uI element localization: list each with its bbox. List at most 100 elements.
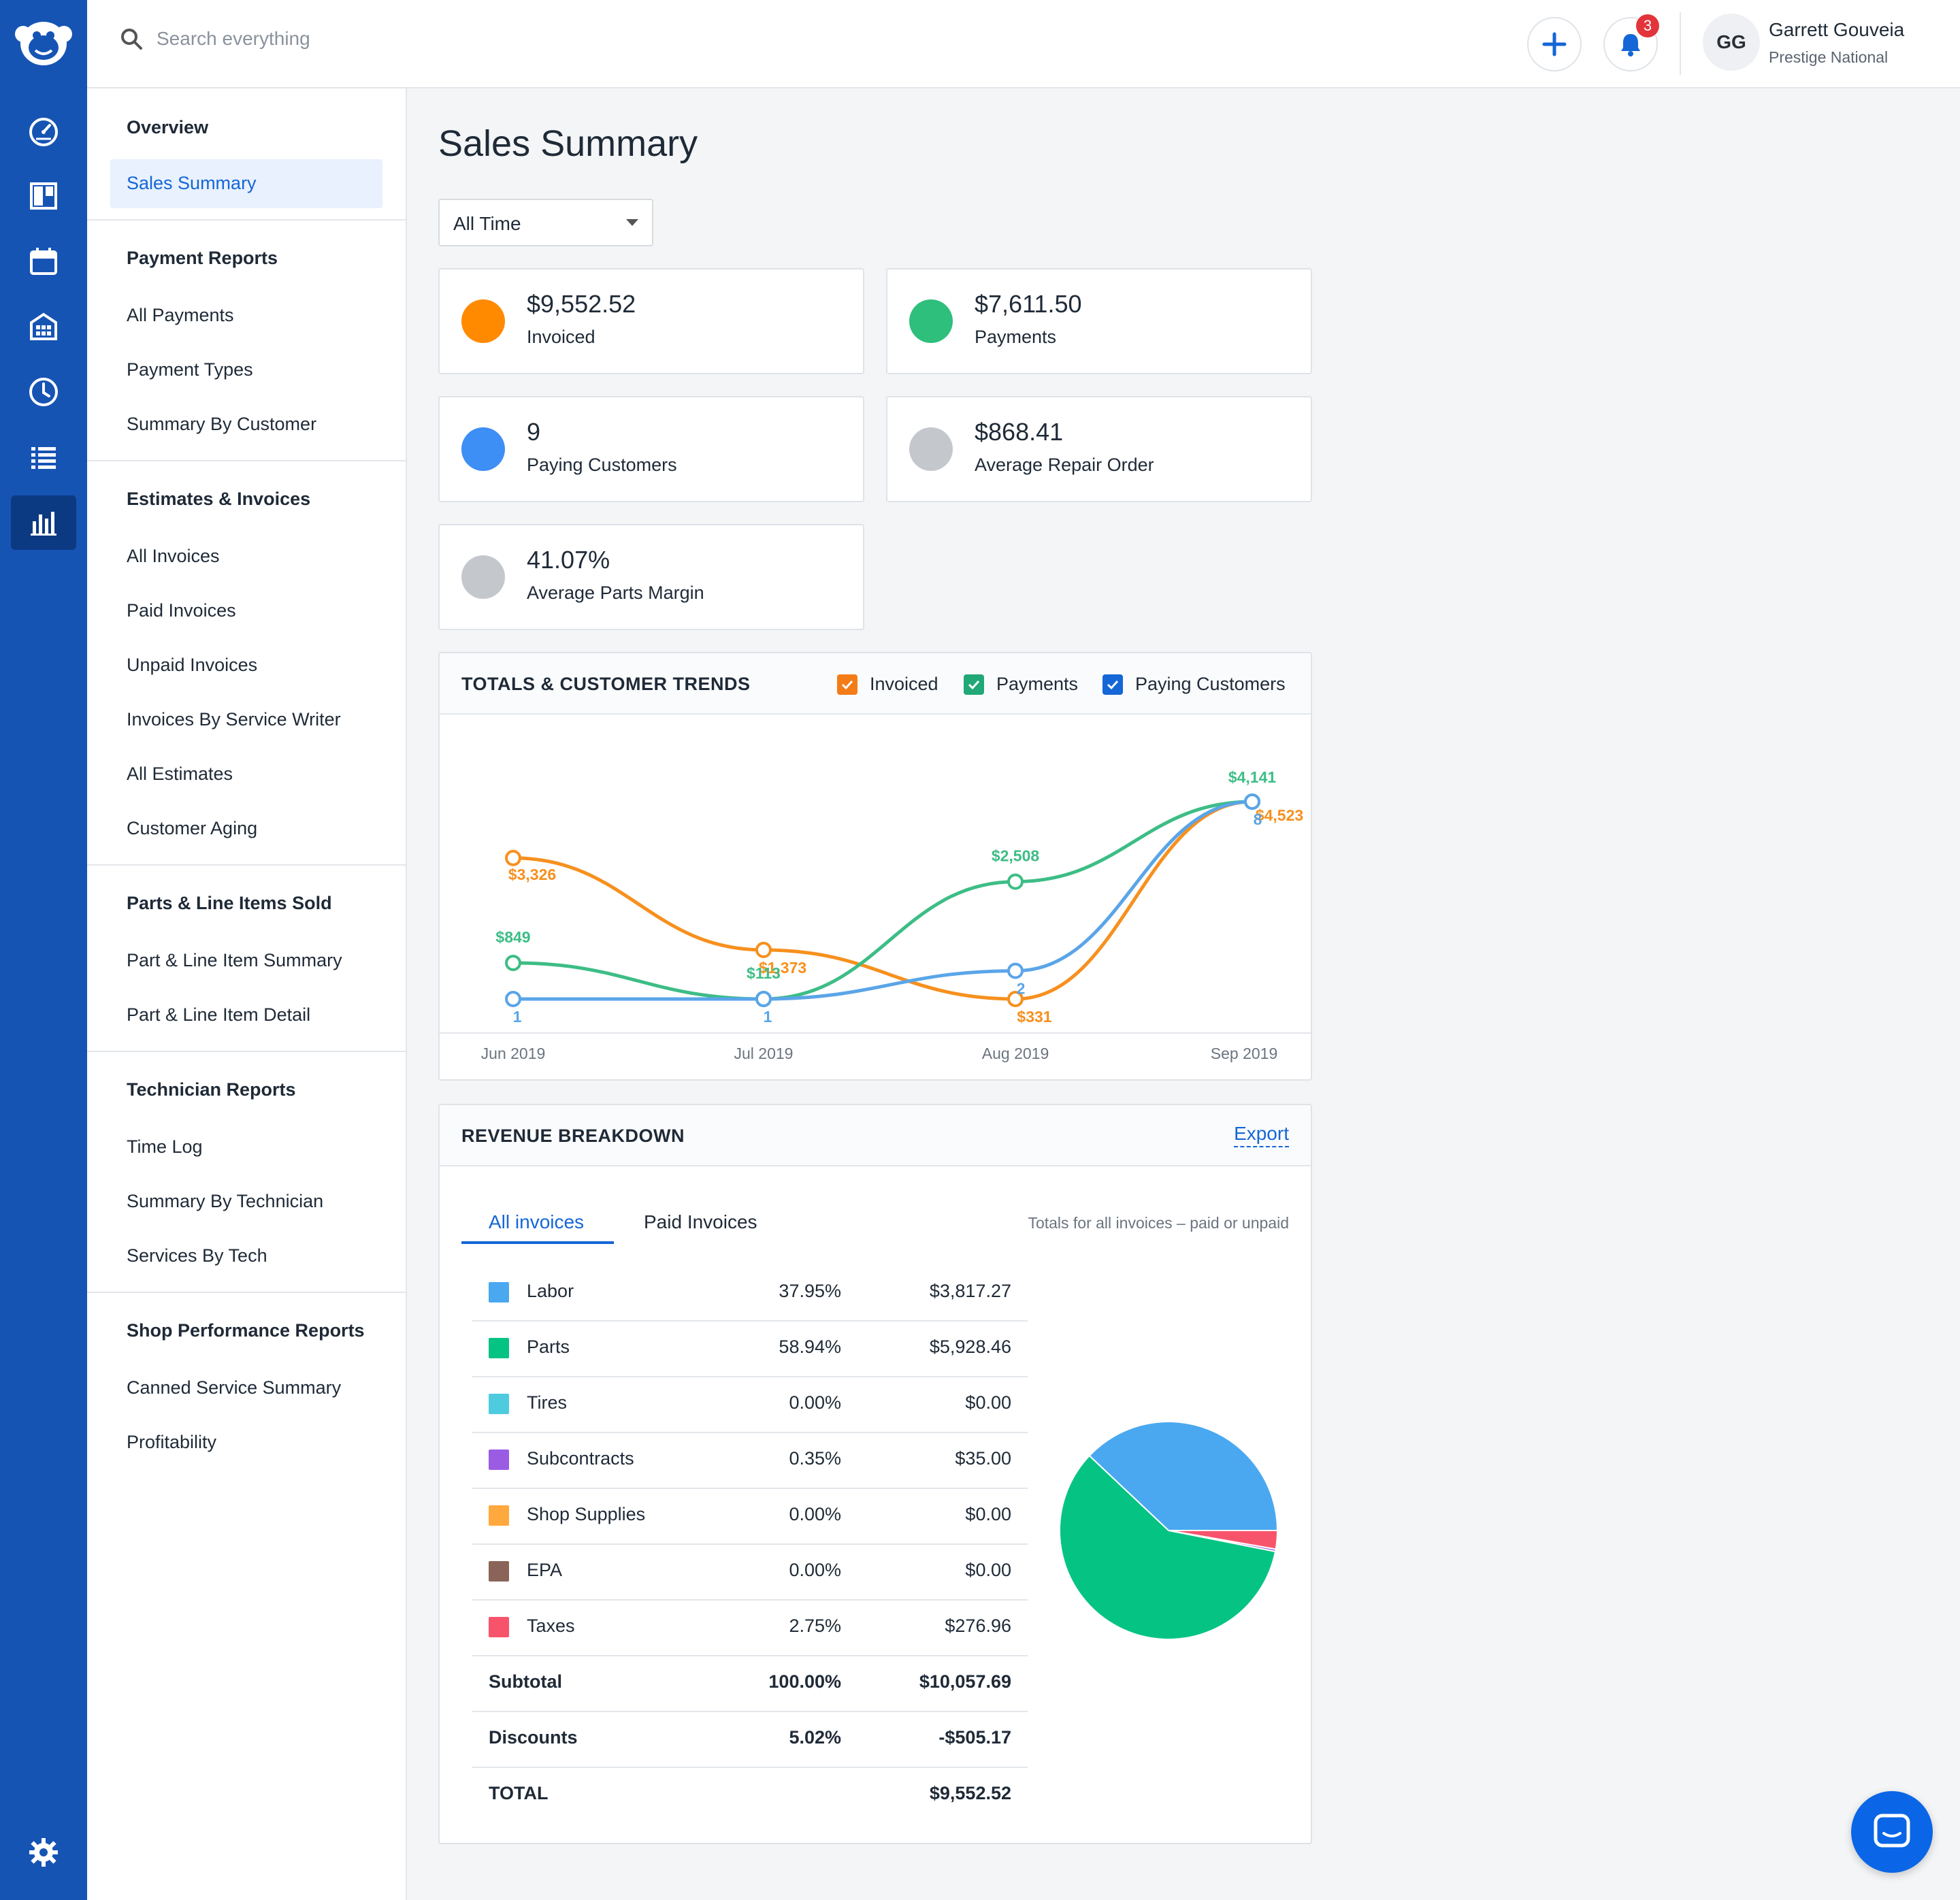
- bar-chart-icon[interactable]: [11, 495, 76, 550]
- search-input[interactable]: Search everything: [157, 28, 310, 49]
- checkbox-checked-icon[interactable]: [837, 674, 858, 695]
- data-point[interactable]: [755, 941, 772, 958]
- stat-dot: [909, 299, 953, 343]
- plus-icon: [1542, 32, 1567, 56]
- checkbox-checked-icon[interactable]: [1102, 674, 1123, 695]
- dashboard-gauge-icon[interactable]: [11, 103, 76, 158]
- legend-payments[interactable]: Payments: [964, 674, 1078, 695]
- revenue-pie-chart: [1059, 1421, 1279, 1640]
- data-point[interactable]: [505, 955, 521, 972]
- nav-item-services-by-tech[interactable]: Services By Tech: [127, 1245, 267, 1266]
- nav-item-all-estimates[interactable]: All Estimates: [127, 764, 233, 784]
- nav-item-all-payments[interactable]: All Payments: [127, 305, 234, 325]
- add-button[interactable]: [1527, 17, 1582, 71]
- data-point[interactable]: [1007, 962, 1024, 979]
- nav-item-profitability[interactable]: Profitability: [127, 1432, 217, 1452]
- nav-item-sales-summary-label[interactable]: Sales Summary: [127, 173, 257, 193]
- chat-icon: [1874, 1814, 1910, 1848]
- checkbox-checked-icon[interactable]: [964, 674, 984, 695]
- data-label: $4,523: [1256, 806, 1303, 824]
- nav-item-time-log[interactable]: Time Log: [127, 1136, 203, 1157]
- tab-paid-invoices[interactable]: Paid Invoices: [644, 1211, 757, 1232]
- nav-item-summary-by-customer[interactable]: Summary By Customer: [127, 414, 317, 434]
- clock-icon[interactable]: [11, 365, 76, 419]
- series-line: [512, 800, 1253, 1001]
- row-name: Parts: [527, 1337, 570, 1357]
- row-name: EPA: [527, 1560, 563, 1580]
- row-amount: $5,928.46: [929, 1337, 1011, 1357]
- nav-heading-payment-reports: Payment Reports: [127, 248, 278, 268]
- row-name: Discounts: [489, 1727, 578, 1748]
- series-line: [512, 800, 1253, 1001]
- search-box[interactable]: Search everything: [120, 27, 310, 50]
- data-point[interactable]: [1007, 873, 1024, 890]
- row-percent: 0.00%: [789, 1392, 841, 1413]
- nav-item-sales-summary[interactable]: [110, 159, 382, 208]
- data-point[interactable]: [1244, 793, 1260, 810]
- tab-all-invoices[interactable]: All invoices: [489, 1211, 585, 1232]
- x-tick-label: Sep 2019: [1211, 1045, 1277, 1062]
- nav-item-payment-types[interactable]: Payment Types: [127, 359, 253, 380]
- nav-item-part-line-item-detail[interactable]: Part & Line Item Detail: [127, 1004, 311, 1025]
- export-link[interactable]: Export: [1234, 1123, 1289, 1147]
- nav-heading-technician-reports: Technician Reports: [127, 1079, 296, 1100]
- bell-icon: [1621, 34, 1640, 56]
- legend-paying-customers[interactable]: Paying Customers: [1102, 674, 1286, 695]
- nav-item-paid-invoices[interactable]: Paid Invoices: [127, 600, 236, 621]
- data-label: 8: [1254, 810, 1262, 828]
- building-icon[interactable]: [11, 299, 76, 354]
- notifications-button[interactable]: 3: [1603, 14, 1659, 71]
- nav-item-all-invoices[interactable]: All Invoices: [127, 546, 220, 566]
- table-row: Shop Supplies 0.00% $0.00: [472, 1488, 1028, 1545]
- total-row: TOTAL $9,552.52: [472, 1767, 1028, 1822]
- list-icon[interactable]: [11, 430, 76, 485]
- nav-item-summary-by-technician[interactable]: Summary By Technician: [127, 1191, 324, 1211]
- data-point[interactable]: [755, 991, 772, 1007]
- row-amount: $9,552.52: [929, 1783, 1011, 1803]
- color-swatch: [489, 1617, 509, 1637]
- stat-card-invoiced: $9,552.52 Invoiced: [438, 268, 864, 374]
- monkey-logo-icon[interactable]: [14, 16, 74, 71]
- nav-item-part-line-item-summary[interactable]: Part & Line Item Summary: [127, 950, 342, 970]
- chat-button[interactable]: [1851, 1791, 1933, 1873]
- data-point[interactable]: [505, 991, 521, 1007]
- data-label: $3,326: [508, 866, 556, 883]
- stat-dot: [461, 555, 505, 599]
- nav-item-unpaid-invoices[interactable]: Unpaid Invoices: [127, 655, 258, 675]
- revenue-panel: REVENUE BREAKDOWN Export All invoices Pa…: [438, 1104, 1312, 1844]
- stat-label: Payments: [975, 327, 1057, 347]
- avatar[interactable]: GG: [1703, 14, 1760, 71]
- stat-label: Invoiced: [527, 327, 595, 347]
- legend-label: Paying Customers: [1135, 674, 1286, 694]
- stat-value: $9,552.52: [527, 290, 636, 318]
- row-amount: $0.00: [965, 1392, 1011, 1413]
- nav-item-customer-aging[interactable]: Customer Aging: [127, 818, 258, 838]
- data-label: $113: [747, 964, 781, 982]
- row-amount: $35.00: [955, 1448, 1011, 1469]
- pie-slice-labor[interactable]: [1088, 1421, 1279, 1531]
- legend-invoiced[interactable]: Invoiced: [837, 674, 938, 695]
- table-row: Labor 37.95% $3,817.27: [472, 1264, 1028, 1322]
- x-tick-label: Jun 2019: [481, 1045, 546, 1062]
- reports-nav: Overview Sales Summary Payment Reports A…: [87, 88, 407, 1900]
- data-point[interactable]: [1007, 991, 1024, 1007]
- nav-heading-shop-performance: Shop Performance Reports: [127, 1320, 365, 1341]
- stat-label: Paying Customers: [527, 455, 677, 475]
- row-percent: 0.00%: [789, 1504, 841, 1524]
- nav-item-canned-service-summary[interactable]: Canned Service Summary: [127, 1377, 342, 1398]
- pie-slice-parts[interactable]: [1059, 1454, 1277, 1640]
- row-name: Labor: [527, 1281, 574, 1301]
- data-label: 1: [513, 1008, 522, 1026]
- color-swatch: [489, 1561, 509, 1582]
- board-icon[interactable]: [11, 169, 76, 223]
- nav-item-invoices-by-service-writer[interactable]: Invoices By Service Writer: [127, 709, 341, 730]
- date-range-select[interactable]: All Time: [438, 199, 653, 246]
- user-name[interactable]: Garrett Gouveia: [1769, 19, 1905, 40]
- caret-down-icon: [626, 219, 638, 226]
- calendar-icon[interactable]: [11, 234, 76, 289]
- data-point[interactable]: [505, 849, 521, 866]
- stat-value: 41.07%: [527, 546, 610, 574]
- gear-icon[interactable]: [11, 1825, 76, 1880]
- topbar-divider: [1680, 12, 1681, 75]
- row-amount: $0.00: [965, 1504, 1011, 1524]
